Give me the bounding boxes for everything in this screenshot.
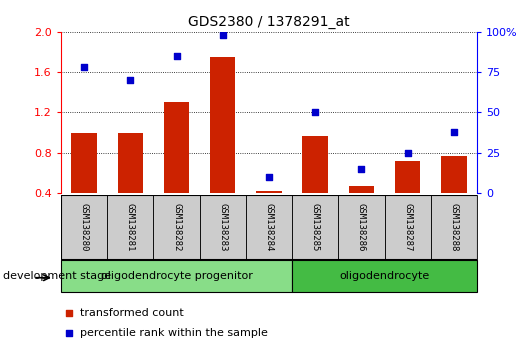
Bar (385, 195, 431, 260)
Text: development stage: development stage (3, 271, 111, 281)
Point (449, 129, 458, 135)
Bar (164, 102, 189, 193)
Point (357, 166, 366, 172)
Bar (107, 195, 153, 260)
Text: GSM138284: GSM138284 (264, 203, 273, 252)
Bar (118, 132, 143, 193)
Text: GSM138282: GSM138282 (172, 203, 181, 252)
Text: GSM138288: GSM138288 (449, 203, 458, 252)
Text: GSM138286: GSM138286 (357, 203, 366, 252)
Text: GSM138281: GSM138281 (126, 203, 135, 252)
Point (65, 330, 74, 336)
Bar (200, 195, 246, 260)
Bar (292, 260, 477, 292)
Text: GSM138287: GSM138287 (403, 203, 412, 252)
Bar (349, 186, 374, 193)
Text: GSM138285: GSM138285 (311, 203, 320, 252)
Bar (210, 57, 235, 193)
Bar (431, 195, 477, 260)
Bar (303, 136, 328, 193)
Text: GSM138280: GSM138280 (80, 203, 89, 252)
Point (172, 53, 181, 59)
Point (218, 32, 227, 38)
Bar (61, 195, 107, 260)
Bar (72, 132, 97, 193)
Text: oligodendrocyte: oligodendrocyte (339, 271, 430, 281)
Bar (441, 156, 466, 193)
Point (126, 78, 135, 83)
Bar (153, 195, 200, 260)
Bar (61, 260, 292, 292)
Bar (292, 195, 338, 260)
Title: GDS2380 / 1378291_at: GDS2380 / 1378291_at (188, 16, 350, 29)
Bar (246, 195, 292, 260)
Bar (338, 195, 385, 260)
Bar (257, 191, 281, 193)
Text: oligodendrocyte progenitor: oligodendrocyte progenitor (101, 271, 252, 281)
Point (311, 110, 320, 115)
Bar (395, 161, 420, 193)
Point (265, 174, 273, 180)
Text: transformed count: transformed count (80, 308, 183, 318)
Point (65, 310, 74, 316)
Text: GSM138283: GSM138283 (218, 203, 227, 252)
Point (80, 64, 89, 70)
Point (403, 150, 412, 155)
Text: percentile rank within the sample: percentile rank within the sample (80, 328, 268, 338)
